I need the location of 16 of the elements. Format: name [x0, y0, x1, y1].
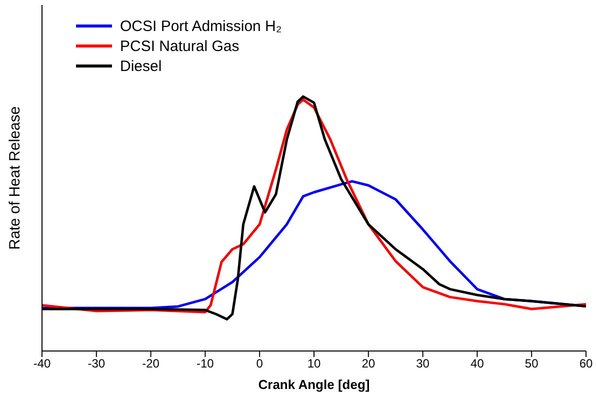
x-tick-label: -30	[88, 356, 106, 371]
x-tick-label: 20	[362, 356, 376, 371]
legend-label: Diesel	[120, 58, 162, 74]
legend-label: OCSI Port Admission H₂	[120, 18, 282, 34]
x-tick-label: 0	[256, 356, 264, 371]
x-tick-label: -40	[33, 356, 51, 371]
x-tick-label: 50	[524, 356, 539, 371]
legend-label: PCSI Natural Gas	[120, 38, 240, 54]
x-axis-title: Crank Angle [deg]	[258, 377, 370, 392]
x-tick-label: 40	[470, 356, 484, 371]
y-axis-title: Rate of Heat Release	[6, 106, 24, 250]
x-tick-label: -20	[142, 356, 160, 371]
x-tick-label: 30	[416, 356, 430, 371]
x-tick-label: 60	[579, 356, 593, 371]
x-tick-label: -10	[196, 356, 214, 371]
x-tick-label: 10	[307, 356, 321, 371]
